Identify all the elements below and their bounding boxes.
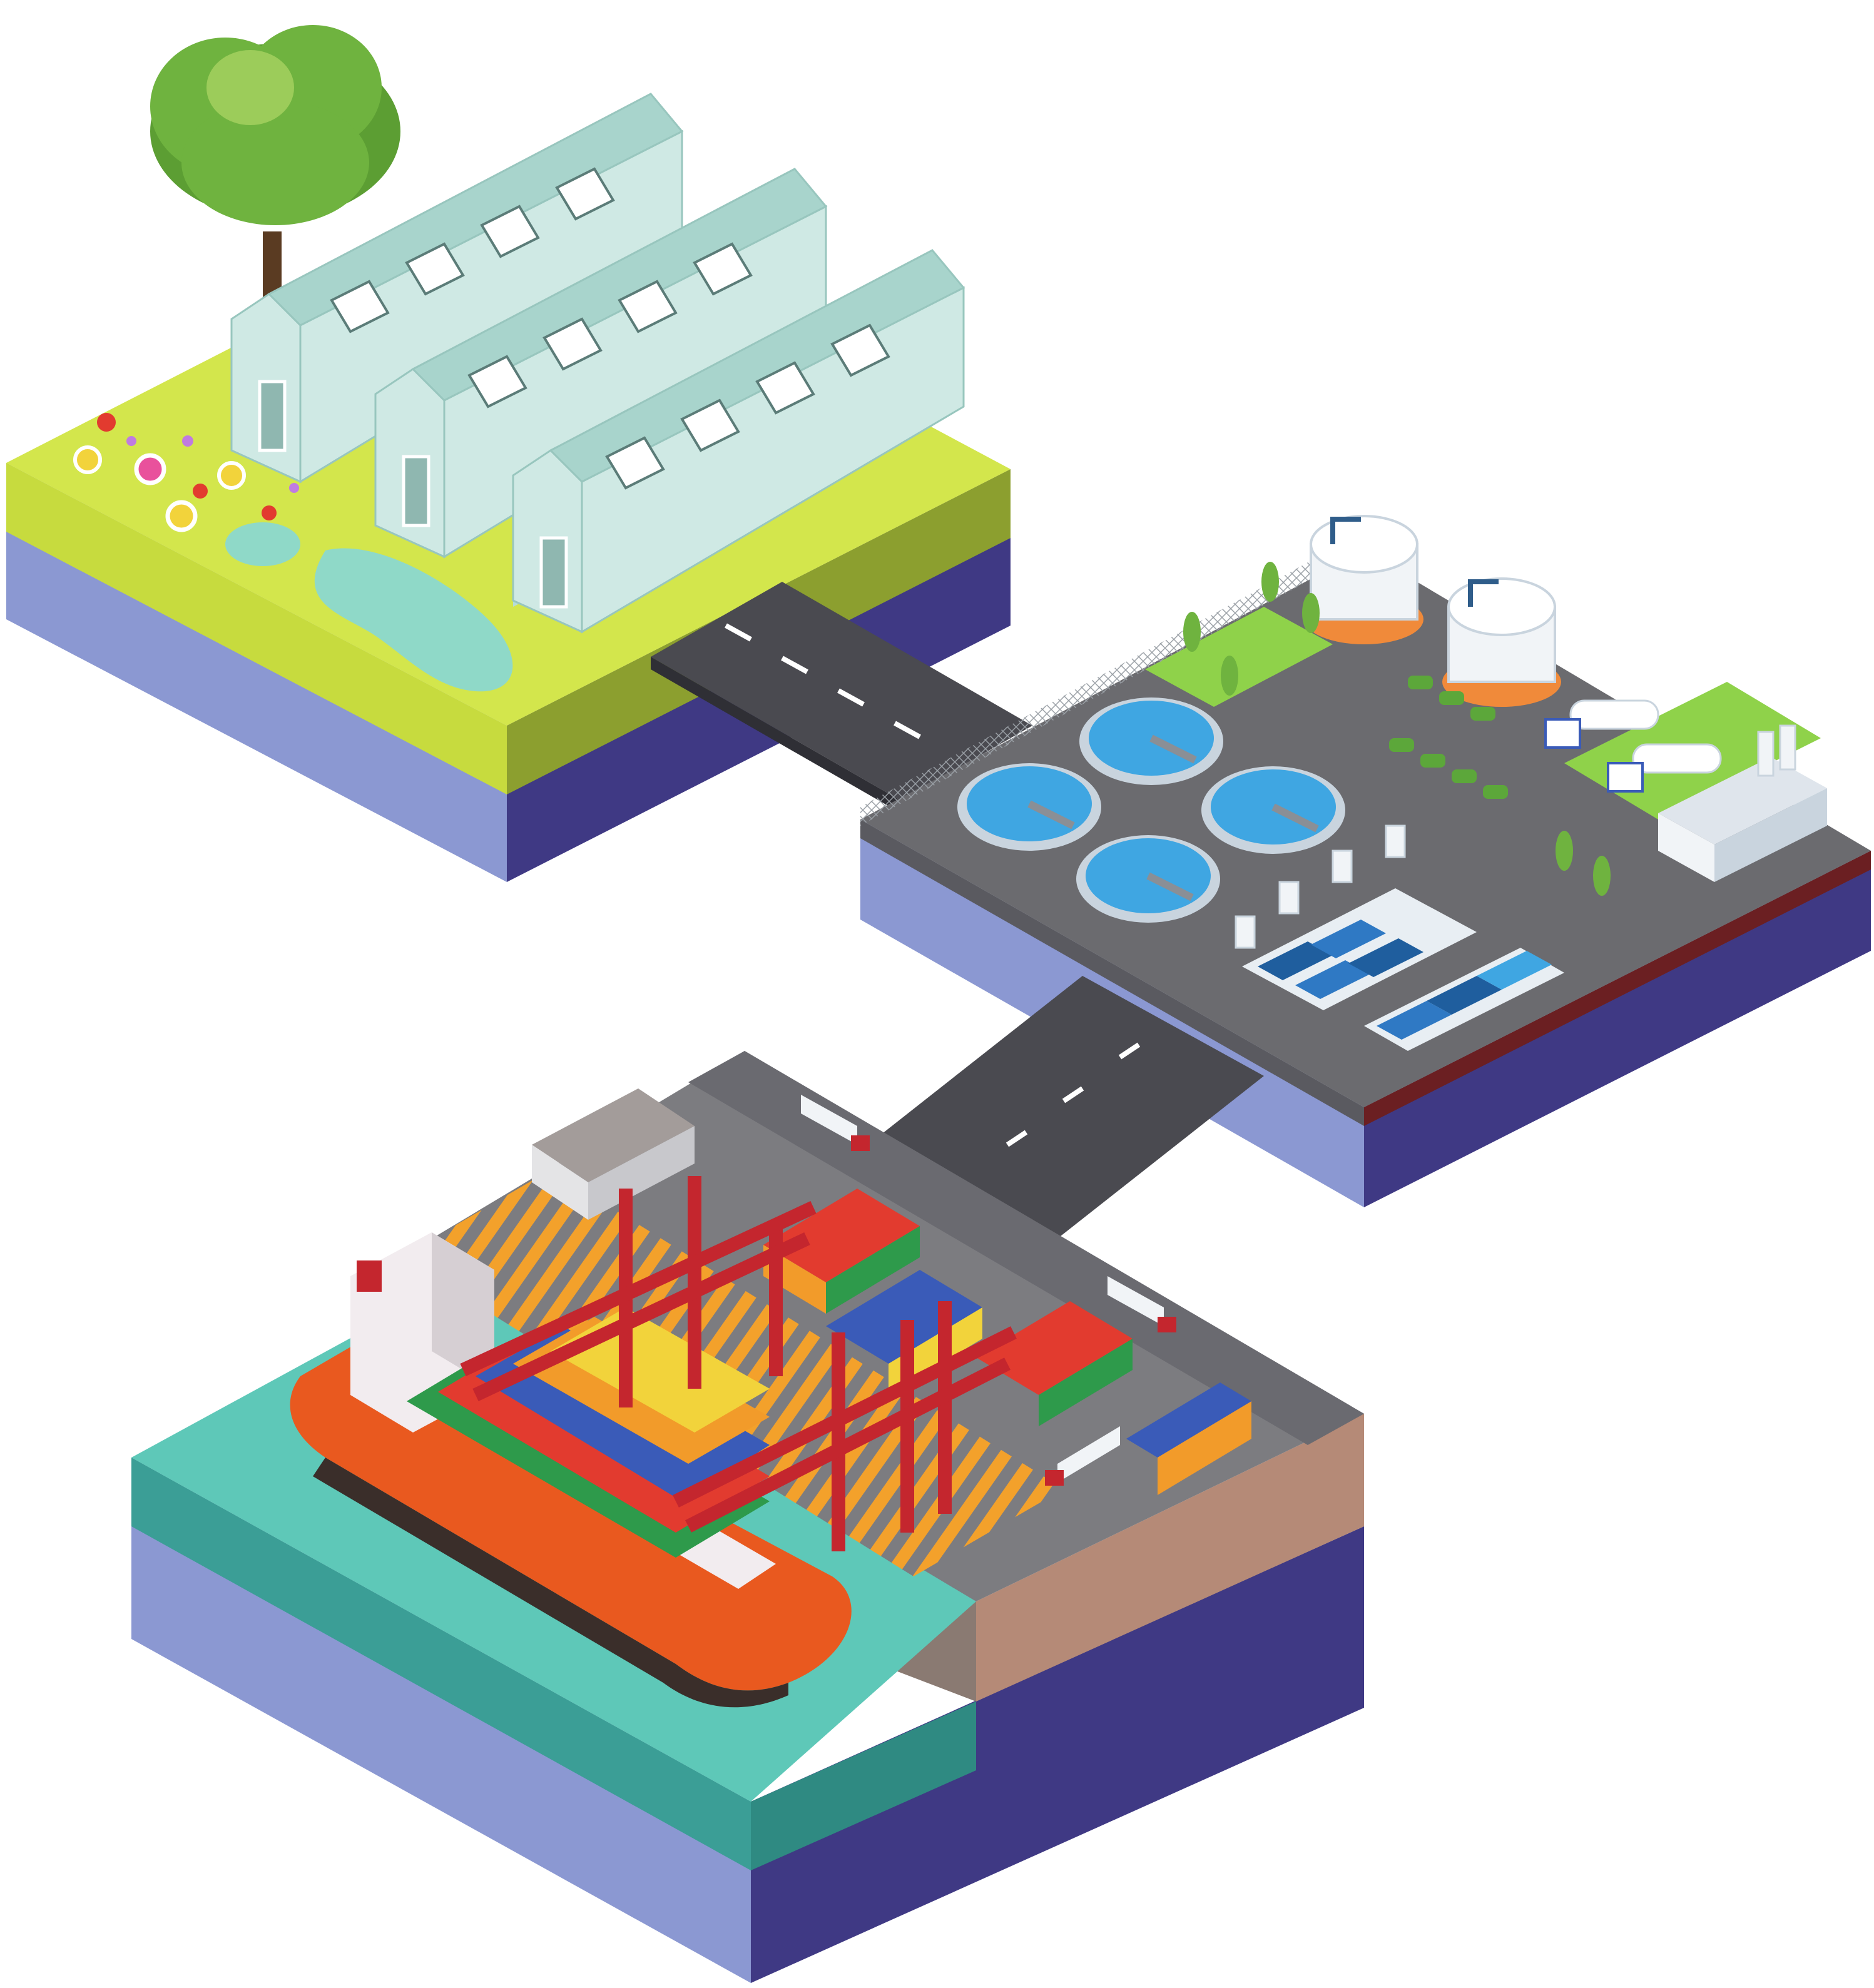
port-island <box>131 1051 1364 1983</box>
treatment-plant-island <box>860 515 1871 1207</box>
chemical-silos <box>1235 824 1406 949</box>
grass-left-edge <box>6 463 507 794</box>
plant-left-rim <box>860 819 1364 1126</box>
greenhouse-row-3 <box>512 249 965 634</box>
clarifier-icon <box>957 763 1101 851</box>
tree-icon <box>150 25 400 307</box>
road-plant-to-port <box>876 976 1264 1239</box>
clarifier-icon <box>1201 766 1345 854</box>
plant-trees <box>1183 562 1611 896</box>
tanker-truck-icon <box>1544 699 1659 749</box>
container-truck-icon <box>1045 1426 1120 1486</box>
gantry-crane-icon <box>460 1176 817 1407</box>
pond <box>314 548 513 692</box>
small-pond <box>225 522 300 566</box>
road-greenhouse-to-plant <box>651 582 1032 813</box>
plant-lawn <box>1145 607 1333 707</box>
storage-tank-icon <box>1442 577 1561 707</box>
port-right-side <box>751 1526 1364 1983</box>
quay-wall <box>976 1414 1364 1701</box>
plant-building <box>1658 724 1827 882</box>
container-truck-icon <box>801 1095 870 1151</box>
clarifier-icon <box>1076 835 1220 923</box>
tanker-truck-icon <box>1607 743 1722 793</box>
fence <box>860 532 1364 826</box>
flower-bed <box>73 413 299 532</box>
plant-floor <box>860 550 1871 1107</box>
filter-basins <box>1242 888 1564 1051</box>
water-right-edge <box>751 1701 976 1870</box>
plant-right-side <box>1364 851 1871 1207</box>
storage-tank-icon <box>1305 515 1423 644</box>
greenhouse-row-2 <box>374 168 828 559</box>
hedges <box>1389 676 1508 799</box>
container-ship-icon <box>290 1232 852 1708</box>
water-left-edge <box>131 1458 751 1870</box>
clarifier-icon <box>1079 697 1223 785</box>
container-truck-icon <box>1108 1276 1176 1332</box>
gantry-crane-icon <box>673 1301 1017 1551</box>
warehouse <box>532 1088 695 1220</box>
plant-right-rim <box>1364 851 1871 1126</box>
